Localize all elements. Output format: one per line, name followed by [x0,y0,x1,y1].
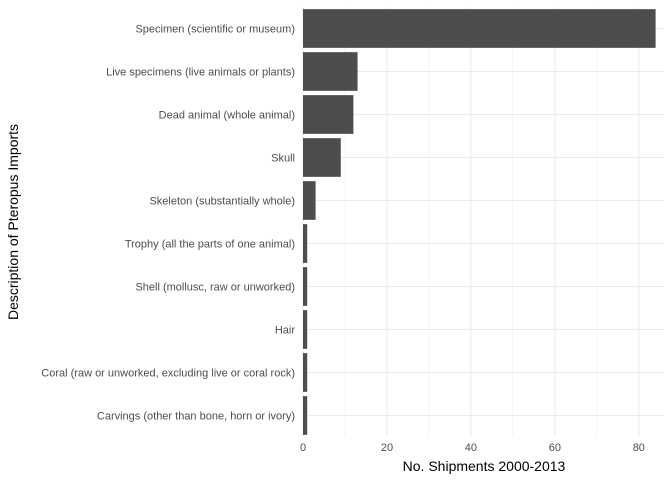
y-tick-label: Live specimens (live animals or plants) [106,67,295,79]
bars [303,9,656,435]
bar [303,138,341,177]
bar [303,9,656,48]
bar [303,224,308,263]
x-tick-label: 0 [300,442,306,454]
bar [303,267,308,306]
y-tick-label: Coral (raw or unworked, excluding live o… [41,368,295,380]
bar [303,181,316,220]
y-tick-label: Hair [275,325,296,337]
y-tick-label: Carvings (other than bone, horn or ivory… [97,411,295,423]
grid-lines [302,7,664,437]
y-tick-label: Trophy (all the parts of one animal) [125,239,295,251]
y-tick-label: Shell (mollusc, raw or unworked) [135,282,295,294]
y-tick-label: Skull [271,153,295,165]
x-tick-label: 60 [549,442,561,454]
y-tick-label: Skeleton (substantially whole) [149,196,295,208]
y-tick-label: Specimen (scientific or museum) [135,24,295,36]
bar [303,396,308,435]
x-tick-label: 20 [381,442,393,454]
bar [303,52,358,91]
y-tick-labels: Specimen (scientific or museum) Live spec… [41,24,295,423]
x-axis-title: No. Shipments 2000-2013 [403,458,566,474]
bar [303,353,308,392]
y-tick-label: Dead animal (whole animal) [159,110,295,122]
bar [303,310,308,349]
x-tick-label: 40 [465,442,477,454]
bar [303,95,354,134]
x-tick-label: 80 [633,442,645,454]
x-tick-labels: 0 20 40 60 80 [300,442,645,454]
y-axis-title: Description of Pteropus Imports [5,124,21,320]
